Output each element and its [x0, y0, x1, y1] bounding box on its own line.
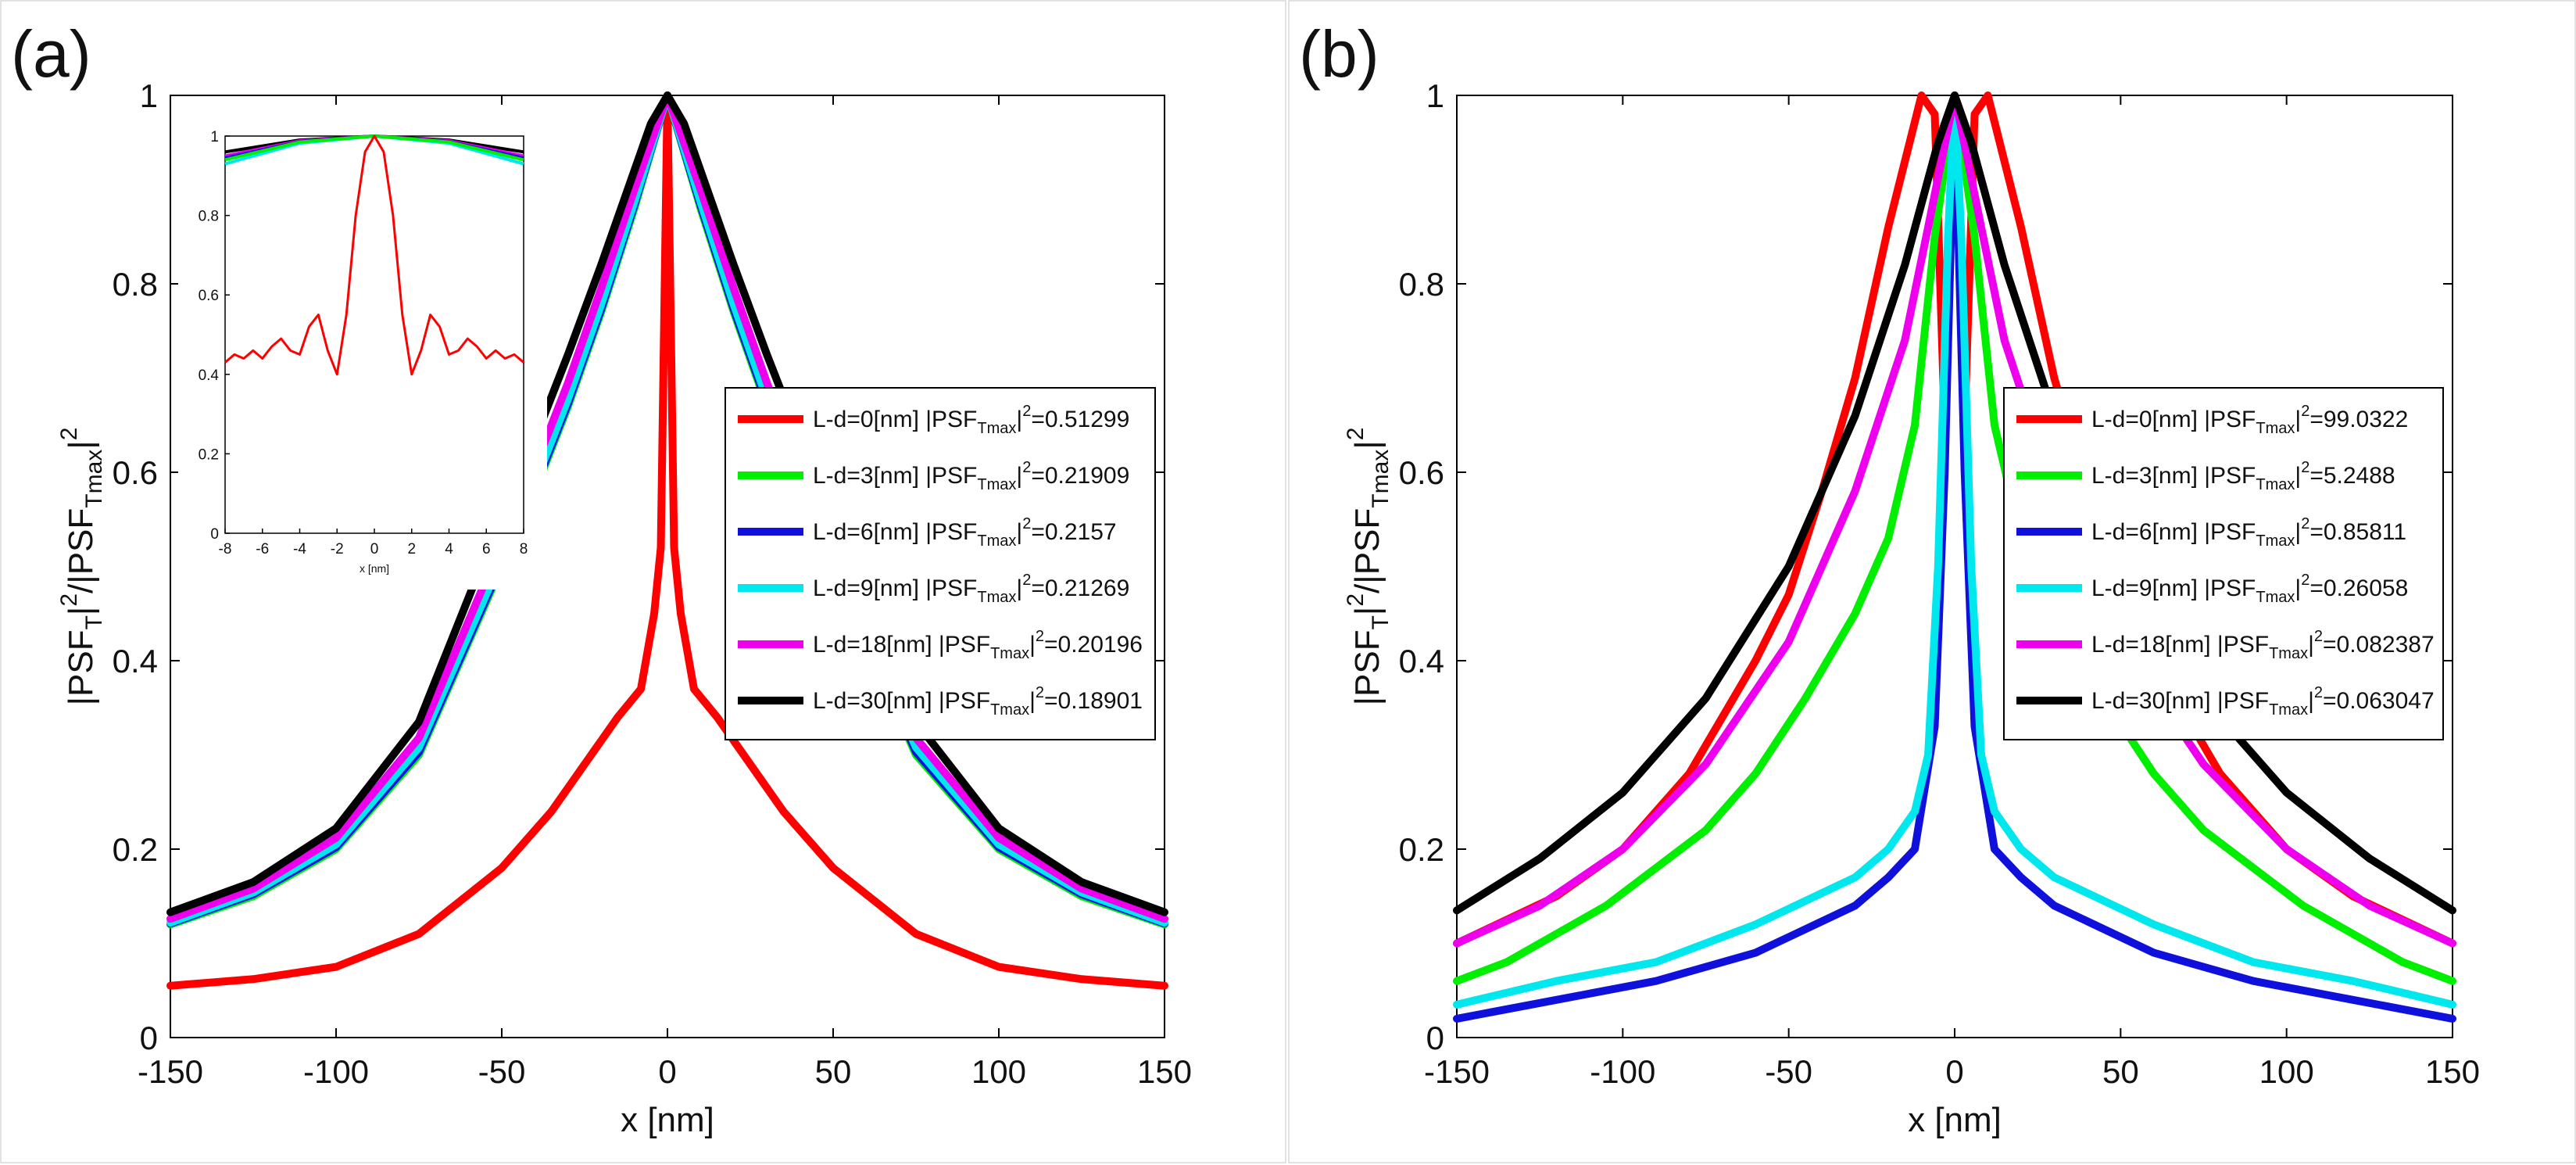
chart-a-y-tick-label: 0.6 [113, 454, 158, 491]
chart-a-x-tick-label: 0 [658, 1053, 676, 1090]
inset-x-tick-label: -8 [219, 541, 232, 557]
chart-b-y-tick-label: 0.8 [1399, 266, 1444, 303]
chart-b-x-axis-label: x [nm] [1908, 1101, 2002, 1139]
chart-a-y-tick-label: 0.4 [113, 643, 158, 679]
chart-a-x-tick-label: 100 [971, 1053, 1026, 1090]
chart-b-legend-label: L-d=18[nm] |PSFTmax|2=0.082387 [2091, 628, 2435, 662]
chart-a-y-tick-label: 0.2 [113, 831, 158, 868]
chart-b-x-tick-label: 50 [2102, 1053, 2139, 1090]
chart-b-x-tick-label: -50 [1765, 1053, 1812, 1090]
chart-a-legend-label: L-d=6[nm] |PSFTmax|2=0.2157 [813, 515, 1117, 550]
inset-x-tick-label: 4 [445, 541, 453, 557]
chart-a-y-tick-label: 1 [140, 77, 158, 114]
chart-a-panel-label: (a) [11, 17, 91, 91]
chart-b-y-tick-label: 0 [1426, 1020, 1444, 1056]
inset-x-tick-label: -6 [256, 541, 269, 557]
chart-a-x-tick-label: 50 [815, 1053, 852, 1090]
chart-b-svg: (b) -150 -100 -50 0 50 100 150 0 0.2 0.4 0.6 0.8 1 x [… [1299, 17, 2480, 1139]
chart-b-y-tick-label: 1 [1426, 77, 1444, 114]
chart-b-x-tick-label: 100 [2259, 1053, 2314, 1090]
chart-b-legend-label: L-d=6[nm] |PSFTmax|2=0.85811 [2091, 515, 2406, 550]
chart-b-x-tick-label: -150 [1424, 1053, 1490, 1090]
chart-b-legend-label: L-d=3[nm] |PSFTmax|2=5.2488 [2091, 459, 2395, 493]
chart-b-x-tick-label: 150 [2425, 1053, 2480, 1090]
inset-y-tick-label: 0.8 [199, 209, 219, 225]
panel-a: (a) -150 -100 -50 0 50 100 150 0 0.2 0.4 0.6 0.8 1 x [… [0, 0, 1286, 1163]
chart-b-panel-label: (b) [1299, 17, 1379, 91]
chart-b-x-tick-label: 0 [1945, 1053, 1963, 1090]
chart-a-x-tick-label: -150 [138, 1053, 203, 1090]
chart-a-legend-label: L-d=30[nm] |PSFTmax|2=0.18901 [813, 684, 1143, 719]
inset-series-line [224, 134, 524, 376]
inset-y-tick-label: 0 [210, 526, 219, 543]
inset-x-axis-label: x [nm] [360, 562, 389, 575]
chart-a-y-axis-label: |PSFT|2/|PSFTmax|2 [56, 428, 107, 706]
chart-b-y-tick-label: 0.6 [1399, 454, 1444, 491]
inset-x-tick-label: 2 [407, 541, 416, 557]
inset-x-tick-label: -2 [331, 541, 344, 557]
chart-a-legend-label: L-d=18[nm] |PSFTmax|2=0.20196 [813, 628, 1143, 662]
panel-b: (b) -150 -100 -50 0 50 100 150 0 0.2 0.4 0.6 0.8 1 x [… [1288, 0, 2576, 1163]
chart-b-legend-box [2003, 387, 2444, 740]
inset-y-tick-label: 0.4 [199, 367, 220, 384]
chart-a-y-tick-label: 0.8 [113, 266, 158, 303]
inset-background [178, 114, 547, 590]
chart-b-legend: L-d=0[nm] |PSFTmax|2=99.0322 L-d=3[nm] |P… [2003, 387, 2444, 740]
chart-b-legend-label: L-d=30[nm] |PSFTmax|2=0.063047 [2091, 684, 2435, 719]
inset-y-tick-label: 0.6 [199, 288, 219, 304]
inset-y-tick-label: 1 [210, 129, 219, 145]
inset-x-tick-label: -4 [293, 541, 306, 557]
chart-a-legend: L-d=0[nm] |PSFTmax|2=0.51299 L-d=3[nm] |P… [724, 387, 1156, 740]
chart-b-y-axis-label: |PSFT|2/|PSFTmax|2 [1343, 428, 1394, 706]
chart-b-legend-label: L-d=9[nm] |PSFTmax|2=0.26058 [2091, 572, 2408, 606]
chart-b-x-tick-label: -100 [1590, 1053, 1655, 1090]
chart-a-x-tick-label: -50 [478, 1053, 526, 1090]
chart-b-y-tick-label: 0.2 [1399, 831, 1444, 868]
chart-a-x-axis-label: x [nm] [621, 1101, 714, 1139]
chart-a-legend-label: L-d=9[nm] |PSFTmax|2=0.21269 [813, 572, 1129, 606]
chart-a-legend-box [724, 387, 1156, 740]
chart-b-legend-label: L-d=0[nm] |PSFTmax|2=99.0322 [2091, 403, 2408, 437]
chart-a-legend-label: L-d=0[nm] |PSFTmax|2=0.51299 [813, 403, 1129, 437]
inset-x-tick-label: 0 [370, 541, 379, 557]
inset-y-tick-label: 0.2 [199, 446, 219, 463]
chart-a-x-tick-label: 150 [1137, 1053, 1192, 1090]
inset-x-tick-label: 8 [520, 541, 528, 557]
chart-b-y-tick-label: 0.4 [1399, 643, 1444, 679]
chart-a-y-tick-label: 0 [140, 1020, 158, 1056]
chart-a-x-tick-label: -100 [303, 1053, 369, 1090]
inset-x-tick-label: 6 [482, 541, 491, 557]
chart-a-legend-label: L-d=3[nm] |PSFTmax|2=0.21909 [813, 459, 1129, 493]
